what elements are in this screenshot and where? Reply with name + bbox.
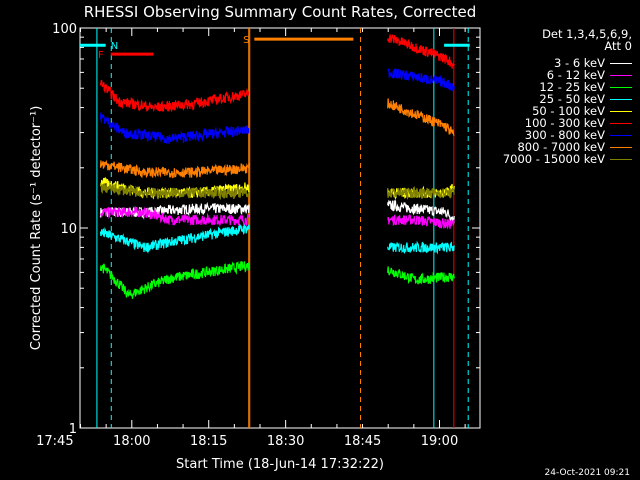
series-line [387,266,455,285]
legend-entry: 25 - 50 keV [539,92,632,106]
x-tick-label: 19:00 [421,434,458,449]
legend-swatch [610,98,632,100]
timestamp: 24-Oct-2021 09:21 [544,468,630,478]
legend-entry: 300 - 800 keV [525,128,632,142]
y-tick-label: 1 [69,422,77,437]
mode-label: F [98,50,104,61]
mode-label: N [111,41,118,52]
legend-swatch [610,122,632,124]
x-tick-label: 18:15 [190,434,227,449]
x-tick-label: 18:45 [344,434,381,449]
series-line [100,206,250,228]
x-tick-label: 17:45 [36,434,73,449]
legend-swatch [610,158,632,160]
legend-entry: 800 - 7000 keV [517,140,632,154]
legend-swatch [610,146,632,148]
mode-label: S [243,35,249,46]
series-line [99,79,250,113]
legend-swatch [610,86,632,88]
legend-label: 7000 - 15000 keV [502,152,605,166]
legend-label: 50 - 100 keV [532,104,605,118]
series-line [99,223,250,254]
series-line [99,159,250,179]
series-line [387,185,455,200]
legend-label: 25 - 50 keV [539,92,605,106]
plot-frame [79,27,481,429]
series-line [387,98,455,136]
detector-header-line-1: Det 1,3,4,5,6,9, [542,27,632,41]
legend-swatch [610,74,632,76]
series-line [387,199,455,224]
legend-label: 6 - 12 keV [546,68,605,82]
series-line [387,34,455,69]
legend-entry: 12 - 25 keV [539,80,632,94]
legend-swatch [610,134,632,136]
legend-label: 300 - 800 keV [524,128,605,142]
legend-entry: 3 - 6 keV [554,56,632,70]
legend-label: 800 - 7000 keV [517,140,605,154]
legend-entry: 100 - 300 keV [525,116,632,130]
y-axis-label: Corrected Count Rate (s⁻¹ detector⁻¹) [29,106,44,351]
detector-header: Det 1,3,4,5,6,9, Att 0 [542,28,632,52]
x-tick-label: 18:30 [267,434,304,449]
legend-swatch [610,62,632,64]
legend-swatch [610,110,632,112]
x-axis-label: Start Time (18-Jun-14 17:32:22) [176,457,384,472]
legend-entry: 50 - 100 keV [532,104,632,118]
series-line [387,68,455,92]
chart-title: RHESSI Observing Summary Count Rates, Co… [84,3,477,21]
series-line [99,182,250,201]
series-line [387,213,455,230]
legend-entry: 6 - 12 keV [547,68,632,82]
series-line [387,240,455,255]
detector-header-line-2: Att 0 [604,39,632,53]
series-line [99,260,250,299]
x-tick-label: 18:00 [113,434,150,449]
series-line [99,112,250,145]
legend-label: 12 - 25 keV [539,80,605,94]
legend-label: 100 - 300 keV [524,116,605,130]
y-tick-label: 10 [60,222,77,237]
y-tick-label: 100 [52,22,77,37]
legend-entry: 7000 - 15000 keV [503,152,632,166]
legend-label: 3 - 6 keV [554,56,605,70]
